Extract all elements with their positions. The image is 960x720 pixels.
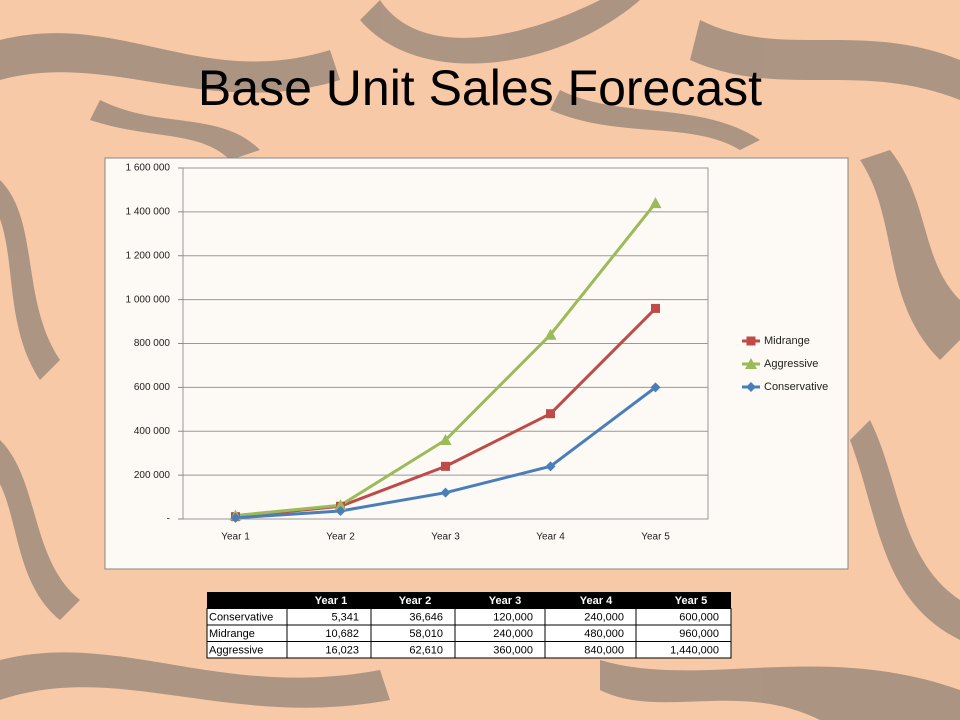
y-tick-label: 1 600 000 <box>126 163 171 174</box>
table-cell: 10,682 <box>325 628 359 640</box>
slide-title: Base Unit Sales Forecast <box>198 60 762 116</box>
x-tick-label: Year 3 <box>431 532 460 543</box>
legend-label: Midrange <box>764 335 810 347</box>
x-tick-label: Year 1 <box>221 532 250 543</box>
marker <box>544 328 557 340</box>
table-cell: 62,610 <box>409 645 443 657</box>
marker <box>745 358 757 369</box>
table-header-bg <box>207 592 731 609</box>
table-header: Year 1 <box>315 595 347 607</box>
marker <box>746 382 756 392</box>
marker <box>546 409 555 419</box>
marker <box>441 461 450 471</box>
table-cell: Midrange <box>209 628 255 640</box>
table-header: Year 3 <box>489 595 521 607</box>
table-cell: 5,341 <box>331 612 359 624</box>
marker <box>230 512 241 523</box>
table-row <box>206 641 732 659</box>
table-cell: 1,440,000 <box>670 645 719 657</box>
x-tick-label: Year 4 <box>536 532 565 543</box>
y-tick-label: 200 000 <box>134 470 171 481</box>
table-header: Year 5 <box>675 595 707 607</box>
marker <box>334 499 347 511</box>
y-tick-label: 400 000 <box>134 426 171 437</box>
marker <box>439 434 452 446</box>
table-cell: Aggressive <box>209 645 263 657</box>
table-cell: 16,023 <box>325 645 359 657</box>
table-cell: 36,646 <box>409 612 443 624</box>
table-cell: Conservative <box>209 612 273 624</box>
table-cell: 600,000 <box>679 612 719 624</box>
marker <box>746 336 756 346</box>
y-tick-label: 800 000 <box>134 338 171 349</box>
y-tick-label: 1 000 000 <box>126 294 171 305</box>
legend-label: Aggressive <box>764 358 818 370</box>
table-cell: 480,000 <box>584 628 624 640</box>
marker <box>545 461 556 472</box>
y-tick-label: 1 200 000 <box>126 250 171 261</box>
marker <box>649 197 662 209</box>
marker <box>440 487 451 498</box>
table-header: Year 4 <box>580 595 613 607</box>
marker <box>650 382 661 393</box>
legend-label: Conservative <box>764 381 828 393</box>
table-row <box>206 624 732 642</box>
table-cell: 120,000 <box>493 612 533 624</box>
table-header: Year 2 <box>399 595 431 607</box>
chart-area <box>104 157 849 570</box>
marker <box>335 505 346 516</box>
x-tick-label: Year 5 <box>641 532 670 543</box>
y-tick-label: 600 000 <box>134 382 171 393</box>
table-cell: 58,010 <box>409 628 443 640</box>
table-cell: 960,000 <box>679 628 719 640</box>
x-tick-label: Year 2 <box>326 532 355 543</box>
table-cell: 840,000 <box>584 645 624 657</box>
table-cell: 360,000 <box>493 645 533 657</box>
y-tick-label: - <box>167 514 170 525</box>
table-cell: 240,000 <box>584 612 624 624</box>
table-row <box>206 608 732 626</box>
table-cell: 240,000 <box>493 628 533 640</box>
y-tick-label: 1 400 000 <box>126 207 171 218</box>
marker <box>651 303 660 313</box>
